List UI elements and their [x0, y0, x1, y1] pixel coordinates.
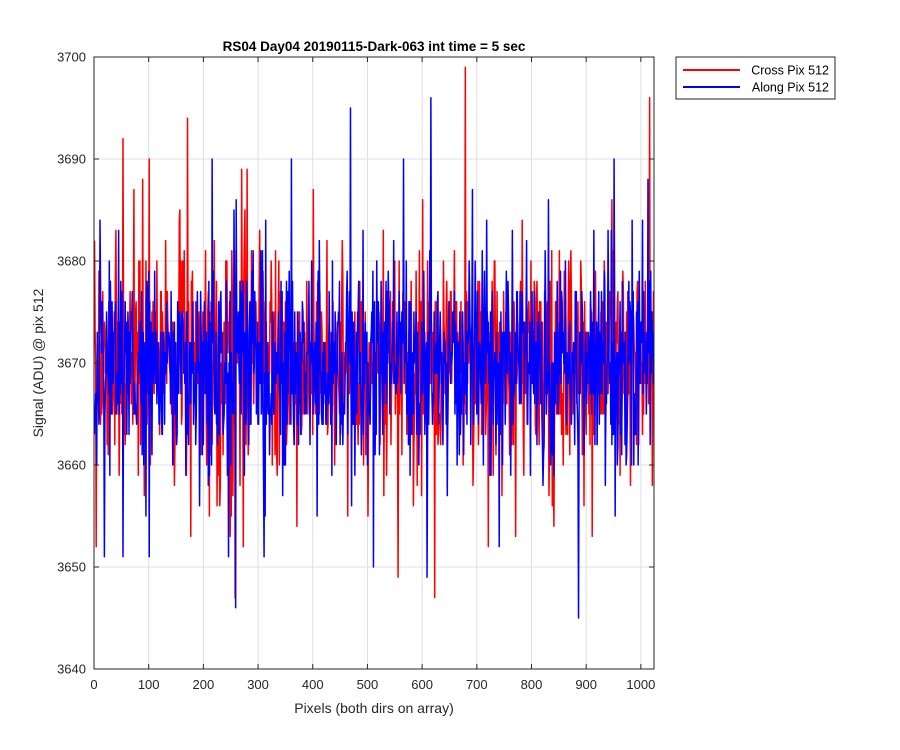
chart-title: RS04 Day04 20190115-Dark-063 int time = …	[223, 39, 526, 54]
x-tick-label: 400	[302, 677, 324, 692]
series-line-1	[94, 97, 654, 619]
x-tick-label: 900	[575, 677, 597, 692]
x-tick-label: 100	[138, 677, 160, 692]
y-tick-label: 3650	[57, 560, 86, 575]
x-tick-label: 800	[521, 677, 543, 692]
y-tick-label: 3680	[57, 254, 86, 269]
plot-content	[94, 66, 654, 619]
x-tick-label: 1000	[626, 677, 655, 692]
y-tick-label: 3690	[57, 152, 86, 167]
axis-ticks	[93, 56, 654, 670]
legend-label-cross: Cross Pix 512	[751, 64, 829, 78]
y-tick-label: 3660	[57, 458, 86, 473]
x-tick-label: 600	[411, 677, 433, 692]
y-axis-label: Signal (ADU) @ pix 512	[30, 288, 46, 437]
x-tick-label: 700	[466, 677, 488, 692]
x-tick-label: 0	[90, 677, 97, 692]
x-tick-label: 300	[247, 677, 269, 692]
y-tick-label: 3670	[57, 356, 86, 371]
legend: Cross Pix 512 Along Pix 512	[675, 56, 836, 100]
legend-box	[675, 56, 836, 100]
x-tick-label: 200	[193, 677, 215, 692]
tick-labels: 0 100 200 300 400 500 600 700 800 900 1000 3640 3650…	[57, 50, 655, 693]
y-tick-label: 3640	[57, 662, 86, 677]
y-tick-label: 3700	[57, 50, 86, 65]
x-axis-label: Pixels (both dirs on array)	[294, 700, 454, 716]
x-tick-label: 500	[357, 677, 379, 692]
legend-label-along: Along Pix 512	[752, 81, 829, 95]
